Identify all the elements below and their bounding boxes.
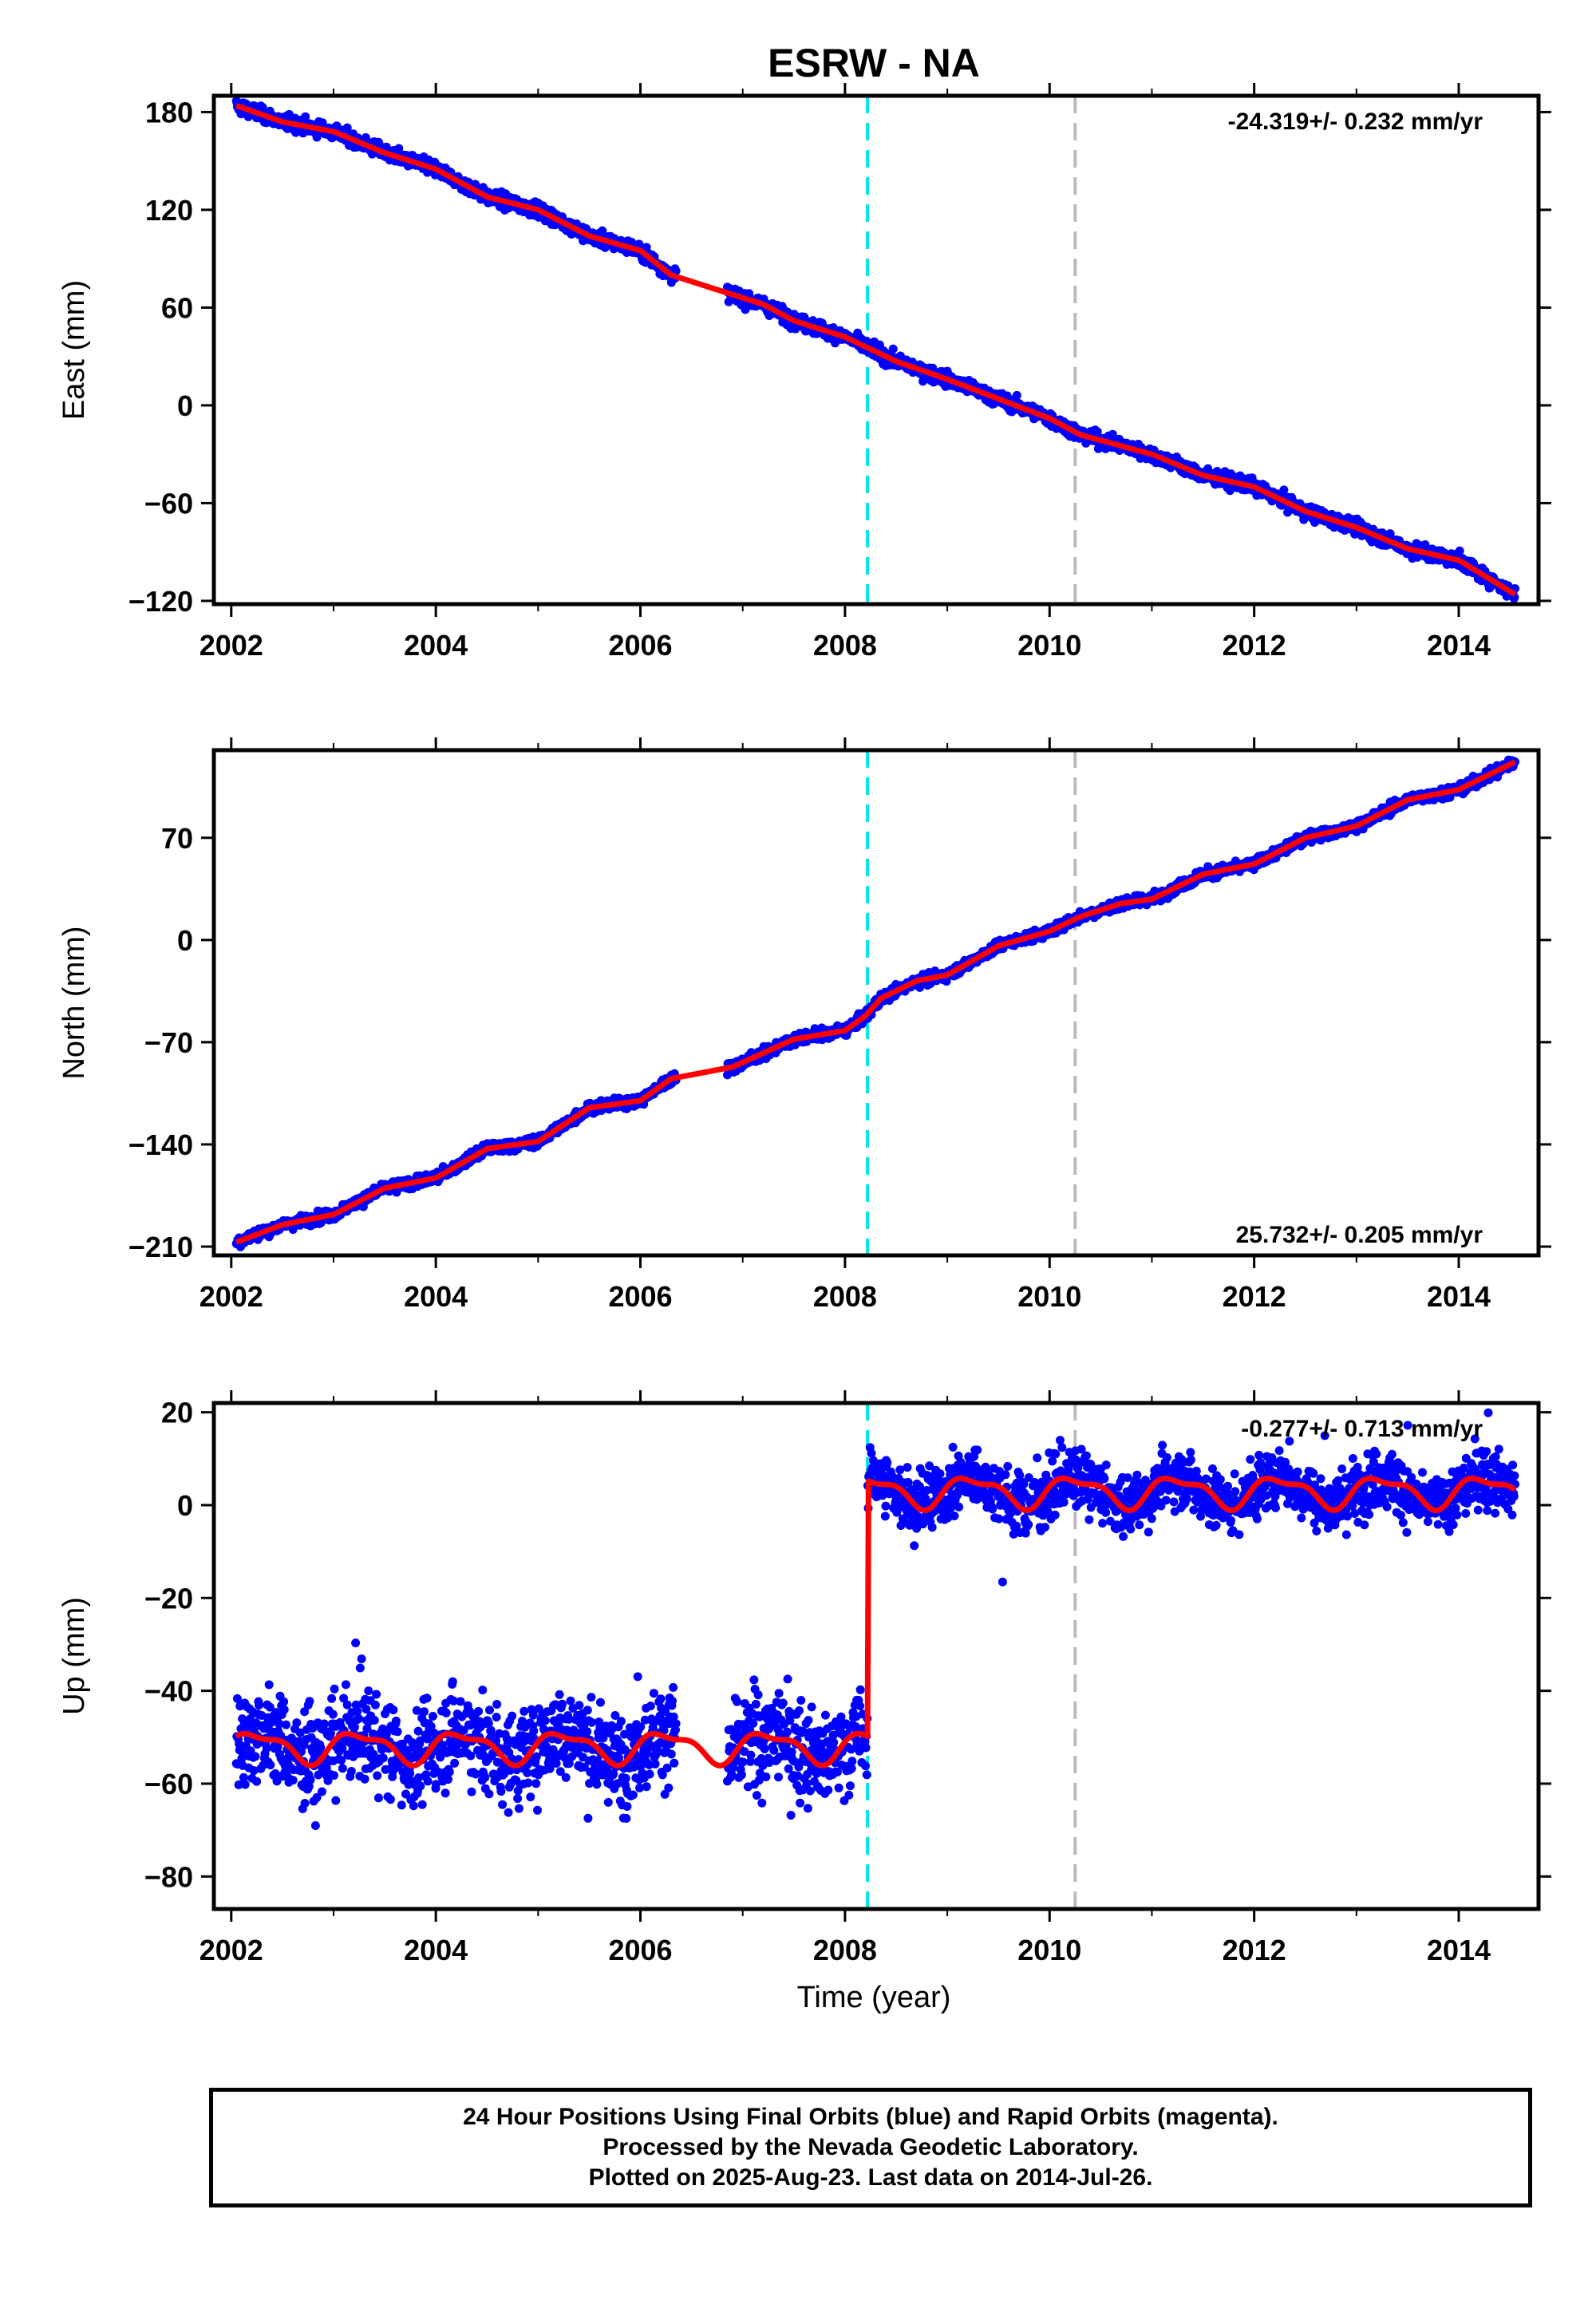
y-tick-label: 180	[145, 96, 193, 128]
observation-point	[1279, 485, 1289, 495]
x-tick-label: 2002	[200, 629, 263, 662]
panel-1: 2002 2004 2006 2008 2010 2012 2014700−70−140−2…	[57, 737, 1551, 1313]
x-tick-label: 2012	[1223, 629, 1286, 662]
y-tick-label: 0	[177, 389, 193, 422]
observation-point	[1012, 390, 1021, 400]
observation-point	[394, 144, 404, 153]
y-tick-label: 60	[161, 291, 193, 324]
observation-point	[258, 103, 267, 112]
observation-point	[1420, 540, 1430, 549]
chart-title: ESRW - NA	[768, 41, 980, 85]
observation-point	[1455, 546, 1464, 555]
x-tick-label: 2014	[1427, 629, 1491, 662]
plot-area	[231, 96, 1519, 604]
x-tick-label: 2008	[813, 629, 877, 662]
y-tick-label: −120	[128, 585, 193, 618]
y-tick-label: −60	[144, 487, 193, 520]
y-axis-label: East (mm)	[57, 280, 91, 420]
rate-label: -24.319+/- 0.232 mm/yr	[1228, 109, 1483, 135]
panel-frame	[211, 93, 1541, 607]
chart-panels: 2002 2004 2006 2008 2010 2012 2014 180 120 60 0 −60…	[57, 83, 1551, 1966]
x-tick-label: 2010	[1017, 629, 1081, 662]
x-tick-label: 2004	[404, 629, 468, 662]
panel-0: 2002 2004 2006 2008 2010 2012 2014 180 120 60 0 −60…	[57, 83, 1551, 662]
model-line	[235, 103, 1517, 597]
observation-point	[888, 344, 898, 354]
plot-area	[231, 750, 1519, 1255]
x-tick-label: 2006	[608, 629, 672, 662]
y-tick-label: 120	[145, 194, 193, 227]
